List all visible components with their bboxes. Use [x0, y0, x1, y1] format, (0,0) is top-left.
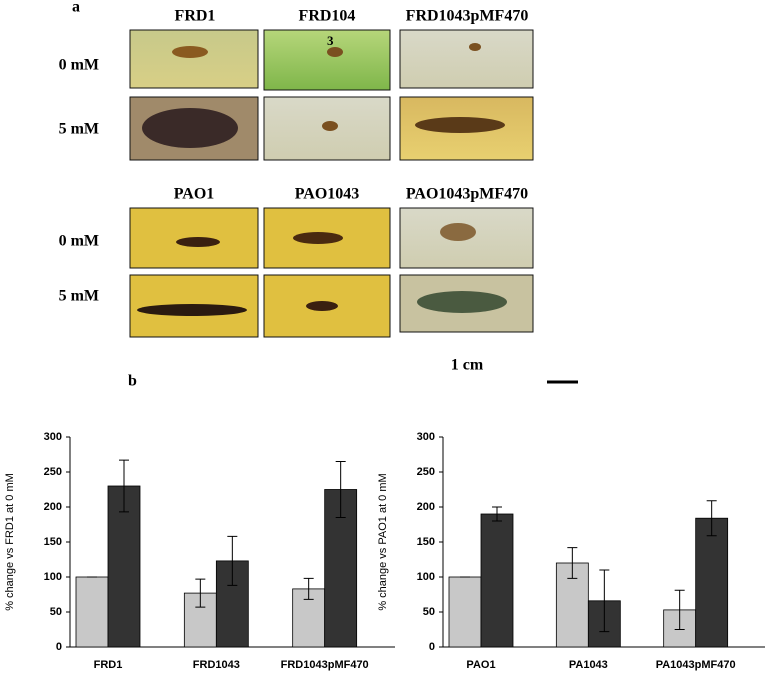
y-tick-label: 150 [44, 536, 62, 548]
x-tick-label: PAO1 [466, 659, 495, 671]
y-tick-label: 250 [417, 466, 435, 478]
column-header: PAO1 [174, 186, 215, 203]
y-tick-label: 150 [417, 536, 435, 548]
lesion [327, 47, 343, 57]
error-bar [674, 589, 685, 630]
bar [480, 513, 514, 648]
photo [263, 29, 391, 91]
error-bar [119, 459, 129, 513]
lesion [415, 117, 505, 133]
row-label: 0 mM [59, 57, 99, 74]
lesion [137, 304, 247, 316]
lesion [293, 232, 343, 244]
error-bar [567, 547, 578, 579]
lesion [469, 43, 481, 51]
bar [107, 485, 141, 648]
row-label: 5 mM [59, 288, 99, 305]
y-tick-label: 100 [417, 571, 435, 583]
y-tick-label: 300 [44, 431, 62, 443]
row-label: 5 mM [59, 121, 99, 138]
lesion [172, 46, 208, 58]
bar [555, 562, 589, 648]
y-axis-label: % change vs FRD1 at 0 mM [4, 473, 16, 611]
y-tick-label: 50 [50, 606, 62, 618]
x-tick-label: FRD1043pMF470 [281, 659, 369, 671]
panel-label: a [72, 0, 80, 16]
lesion [142, 108, 238, 148]
y-tick-label: 250 [44, 466, 62, 478]
lesion [322, 121, 338, 131]
error-bar [195, 578, 206, 608]
row-label: 0 mM [59, 233, 99, 250]
y-tick-label: 100 [44, 571, 62, 583]
column-header: FRD1 [175, 8, 216, 25]
lesion [306, 301, 338, 311]
photo [129, 29, 259, 89]
y-axis-label: % change vs PAO1 at 0 mM [377, 473, 389, 610]
error-bar [492, 506, 502, 522]
column-header: PAO1043pMF470 [406, 186, 528, 203]
column-header: FRD1043pMF470 [406, 8, 529, 25]
x-tick-label: FRD1 [94, 659, 123, 671]
lesion [176, 237, 220, 247]
y-tick-label: 200 [44, 501, 62, 513]
panel-label: b [128, 373, 137, 390]
bar [448, 576, 482, 648]
column-header: PAO1043 [295, 186, 360, 203]
x-tick-label: PA1043pMF470 [656, 659, 736, 671]
error-bar [706, 500, 717, 537]
lesion [417, 291, 507, 313]
error-bar [303, 577, 314, 600]
y-tick-label: 300 [417, 431, 435, 443]
x-tick-label: PA1043 [569, 659, 608, 671]
photo [399, 29, 534, 89]
y-tick-label: 0 [56, 641, 62, 653]
error-bar [599, 569, 610, 633]
error-bar [335, 461, 346, 518]
scale-label: 1 cm [451, 357, 484, 374]
bar [75, 576, 109, 648]
bar [695, 517, 729, 648]
error-bar [227, 535, 238, 586]
y-tick-label: 200 [417, 501, 435, 513]
y-tick-label: 0 [429, 641, 435, 653]
lesion [440, 223, 476, 241]
overlay-text: 3 [327, 33, 334, 48]
column-header: FRD104 [299, 8, 356, 25]
x-tick-label: FRD1043 [193, 659, 240, 671]
y-tick-label: 50 [423, 606, 435, 618]
